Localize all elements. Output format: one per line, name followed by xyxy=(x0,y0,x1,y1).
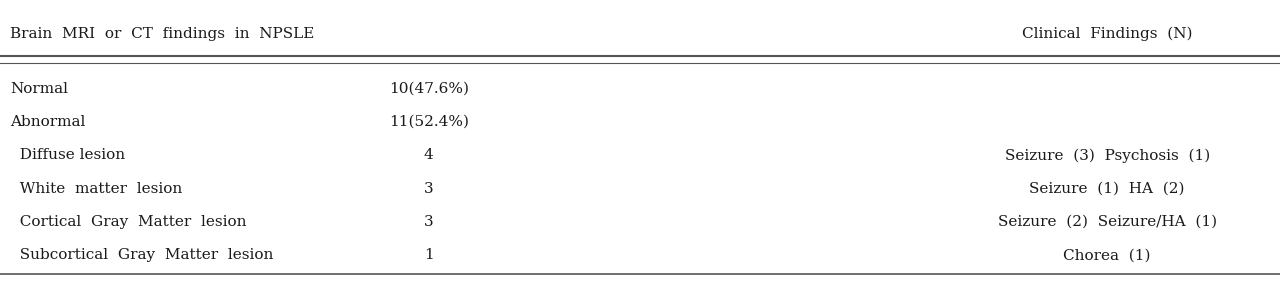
Text: 4: 4 xyxy=(424,148,434,162)
Text: 1: 1 xyxy=(424,248,434,262)
Text: Clinical  Findings  (N): Clinical Findings (N) xyxy=(1021,27,1193,41)
Text: Chorea  (1): Chorea (1) xyxy=(1064,248,1151,262)
Text: 11(52.4%): 11(52.4%) xyxy=(389,115,468,129)
Text: Brain  MRI  or  CT  findings  in  NPSLE: Brain MRI or CT findings in NPSLE xyxy=(10,27,315,41)
Text: Seizure  (1)  HA  (2): Seizure (1) HA (2) xyxy=(1029,182,1185,196)
Text: 10(47.6%): 10(47.6%) xyxy=(389,82,468,96)
Text: Cortical  Gray  Matter  lesion: Cortical Gray Matter lesion xyxy=(10,215,247,229)
Text: 3: 3 xyxy=(424,182,434,196)
Text: Seizure  (2)  Seizure/HA  (1): Seizure (2) Seizure/HA (1) xyxy=(997,215,1217,229)
Text: Diffuse lesion: Diffuse lesion xyxy=(10,148,125,162)
Text: 3: 3 xyxy=(424,215,434,229)
Text: Seizure  (3)  Psychosis  (1): Seizure (3) Psychosis (1) xyxy=(1005,148,1210,163)
Text: White  matter  lesion: White matter lesion xyxy=(10,182,183,196)
Text: Subcortical  Gray  Matter  lesion: Subcortical Gray Matter lesion xyxy=(10,248,274,262)
Text: Abnormal: Abnormal xyxy=(10,115,86,129)
Text: Normal: Normal xyxy=(10,82,68,96)
